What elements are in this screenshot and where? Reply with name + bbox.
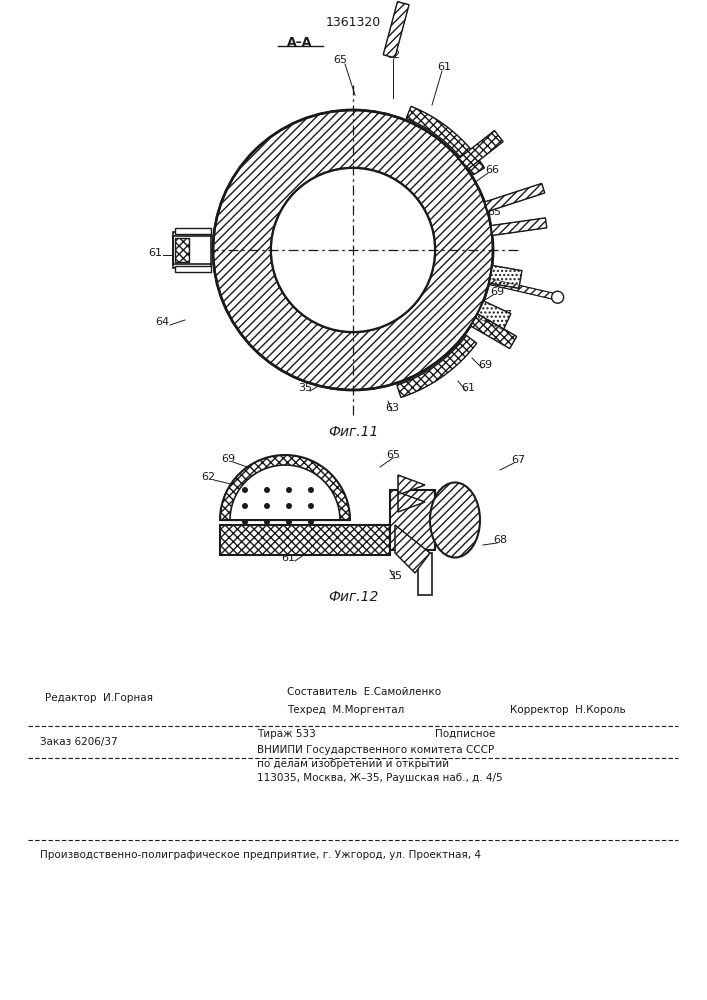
Polygon shape: [220, 455, 350, 520]
Polygon shape: [407, 106, 484, 175]
Text: Подписное: Подписное: [435, 729, 496, 739]
Text: 69: 69: [490, 287, 504, 297]
Text: 1361320: 1361320: [325, 15, 380, 28]
Circle shape: [286, 487, 292, 493]
Text: Корректор  Н.Король: Корректор Н.Король: [510, 705, 626, 715]
Bar: [175, 266, 211, 272]
Bar: [175, 238, 189, 262]
Circle shape: [264, 503, 270, 509]
Circle shape: [264, 487, 270, 493]
Text: 66: 66: [485, 165, 499, 175]
Polygon shape: [489, 279, 559, 300]
Text: 61: 61: [281, 553, 295, 563]
Text: 69: 69: [221, 454, 235, 464]
Bar: [173, 232, 211, 268]
Text: Фиг.12: Фиг.12: [328, 590, 378, 604]
Text: 69: 69: [478, 360, 492, 370]
Text: 64: 64: [155, 317, 169, 327]
Circle shape: [308, 487, 314, 493]
Text: Составитель  Е.Самойленко: Составитель Е.Самойленко: [287, 687, 441, 697]
Bar: [220, 525, 390, 555]
Text: Тираж 533: Тираж 533: [257, 729, 316, 739]
Bar: [220, 525, 390, 555]
Text: Заказ 6206/37: Заказ 6206/37: [40, 737, 117, 747]
Circle shape: [213, 110, 493, 390]
Bar: [418, 553, 432, 595]
Text: 67: 67: [511, 455, 525, 465]
Text: 35: 35: [298, 383, 312, 393]
Polygon shape: [398, 492, 425, 512]
Ellipse shape: [430, 483, 480, 558]
Polygon shape: [398, 475, 425, 495]
Polygon shape: [471, 314, 517, 349]
Text: 35: 35: [388, 571, 402, 581]
Text: А–А: А–А: [287, 35, 312, 48]
Polygon shape: [397, 335, 477, 397]
Circle shape: [551, 291, 563, 303]
Polygon shape: [230, 465, 340, 520]
Text: ВНИИПИ Государственного комитета СССР: ВНИИПИ Государственного комитета СССР: [257, 745, 494, 755]
Circle shape: [242, 503, 248, 509]
Text: 62: 62: [201, 472, 215, 482]
Text: 68: 68: [493, 535, 507, 545]
Text: по делам изобретений и открытий: по делам изобретений и открытий: [257, 759, 449, 769]
Bar: [383, 2, 409, 58]
Text: 113035, Москва, Ж–35, Раушская наб., д. 4/5: 113035, Москва, Ж–35, Раушская наб., д. …: [257, 773, 503, 783]
Text: 67: 67: [498, 310, 512, 320]
Polygon shape: [489, 265, 522, 288]
Text: 63: 63: [385, 403, 399, 413]
Bar: [175, 238, 189, 262]
Text: 65: 65: [386, 450, 400, 460]
Circle shape: [286, 503, 292, 509]
Circle shape: [308, 503, 314, 509]
Circle shape: [271, 168, 435, 332]
Bar: [390, 490, 435, 550]
Bar: [383, 2, 409, 58]
Polygon shape: [484, 183, 545, 211]
Text: Производственно-полиграфическое предприятие, г. Ужгород, ул. Проектная, 4: Производственно-полиграфическое предприя…: [40, 850, 481, 860]
Text: Фиг.11: Фиг.11: [328, 425, 378, 439]
Bar: [175, 228, 211, 234]
Text: Техред  М.Моргентал: Техред М.Моргентал: [287, 705, 404, 715]
Polygon shape: [476, 301, 511, 330]
Text: 62: 62: [386, 50, 400, 60]
Circle shape: [308, 519, 314, 525]
Text: Редактор  И.Горная: Редактор И.Горная: [45, 693, 153, 703]
Text: 65: 65: [333, 55, 347, 65]
Polygon shape: [491, 218, 547, 235]
Circle shape: [264, 519, 270, 525]
Text: 61: 61: [148, 248, 162, 258]
Polygon shape: [395, 525, 430, 573]
Text: 61: 61: [437, 62, 451, 72]
Polygon shape: [459, 131, 503, 169]
Bar: [390, 490, 435, 550]
Text: 65: 65: [487, 207, 501, 217]
Circle shape: [242, 519, 248, 525]
Text: 61: 61: [461, 383, 475, 393]
Circle shape: [286, 519, 292, 525]
Circle shape: [242, 487, 248, 493]
